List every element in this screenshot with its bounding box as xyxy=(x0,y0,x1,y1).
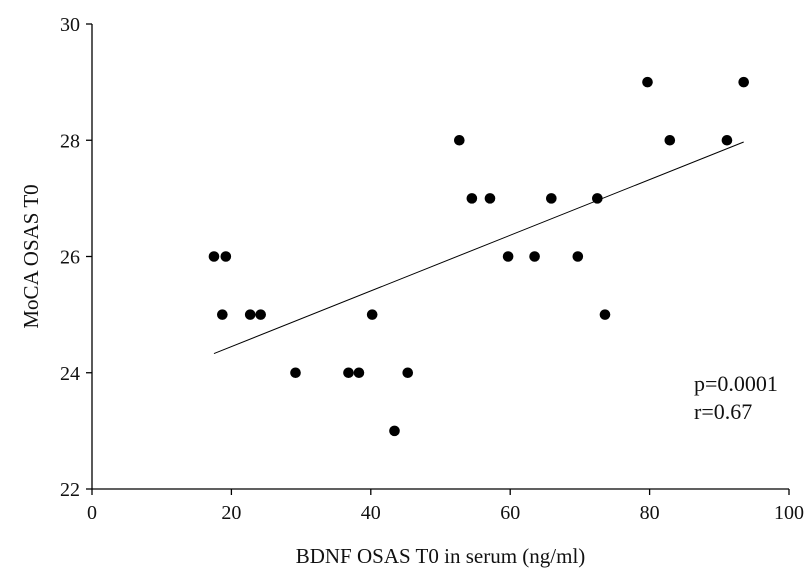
y-tick-label: 30 xyxy=(60,14,80,36)
x-tick-label: 60 xyxy=(500,502,520,524)
x-tick-label: 40 xyxy=(361,502,381,524)
x-tick-label: 100 xyxy=(774,502,804,524)
x-tick-label: 0 xyxy=(87,502,97,524)
data-points xyxy=(208,76,749,437)
x-tick-label: 20 xyxy=(221,502,241,524)
data-point xyxy=(466,193,478,204)
data-point xyxy=(721,134,733,146)
data-point xyxy=(592,193,603,204)
data-point xyxy=(290,367,301,379)
data-point xyxy=(642,76,653,88)
data-point xyxy=(366,309,378,320)
data-point xyxy=(402,367,414,379)
trend-line xyxy=(213,141,744,355)
data-point xyxy=(599,309,611,320)
data-point xyxy=(572,251,584,262)
y-axis-title: MoCA OSAS T0 xyxy=(19,184,43,328)
data-point xyxy=(244,309,256,320)
y-tick-label: 24 xyxy=(60,363,80,385)
p-value-annotation: p=0.0001 xyxy=(694,371,778,396)
data-point xyxy=(738,76,749,88)
y-tick-label: 22 xyxy=(60,479,80,501)
data-point xyxy=(220,251,232,262)
data-point xyxy=(454,134,465,146)
x-axis-title: BDNF OSAS T0 in serum (ng/ml) xyxy=(296,544,586,568)
x-ticks: 0 20 40 60 80 100 xyxy=(87,489,804,524)
y-tick-label: 28 xyxy=(60,130,80,152)
data-point xyxy=(529,251,540,262)
data-point xyxy=(217,309,228,320)
r-value-annotation: r=0.67 xyxy=(694,399,752,424)
data-point xyxy=(208,251,220,262)
x-tick-label: 80 xyxy=(640,502,660,524)
data-point xyxy=(546,193,557,204)
data-point xyxy=(484,193,496,204)
data-point xyxy=(255,309,266,320)
data-point xyxy=(343,367,354,379)
axes xyxy=(91,24,789,490)
data-point xyxy=(502,251,514,262)
y-tick-label: 26 xyxy=(60,247,80,269)
data-point xyxy=(353,367,365,379)
data-point xyxy=(389,425,400,437)
y-ticks: 22 24 26 28 30 xyxy=(60,14,92,501)
data-point xyxy=(664,134,676,146)
